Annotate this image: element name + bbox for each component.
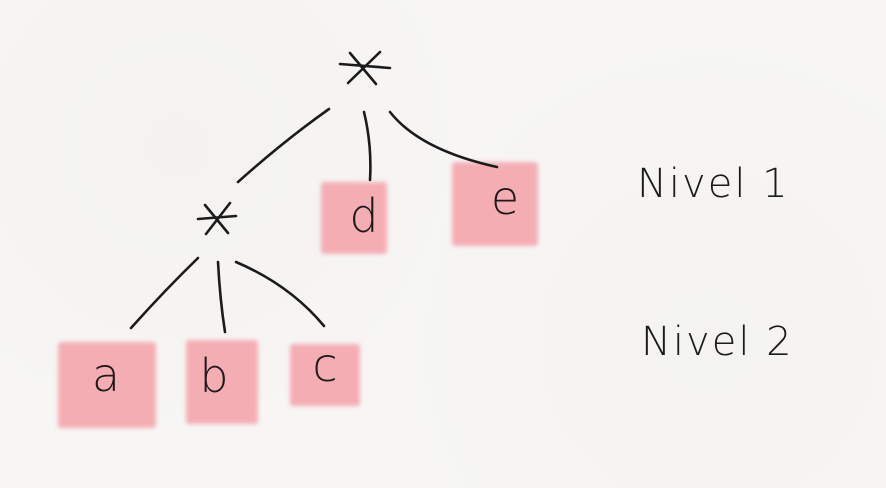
inner-label: * <box>217 224 218 226</box>
edge-inner-b <box>216 260 227 334</box>
edge-inner-a <box>129 256 200 330</box>
leaf-box-d <box>321 182 387 254</box>
leaf-b: b <box>199 349 228 403</box>
leaf-e: e <box>491 171 519 225</box>
leaf-box-b <box>186 340 258 424</box>
leaf-box-a <box>58 342 156 428</box>
inner-operator: * <box>196 201 238 236</box>
leaf-box-e <box>452 162 538 246</box>
leaf-box-c <box>290 344 360 406</box>
edge-inner-c <box>234 260 326 328</box>
leaf-c: c <box>312 338 337 392</box>
level-2-label: Nivel 2 <box>641 319 794 365</box>
edge-root-inner <box>236 107 331 184</box>
leaf-a: a <box>92 348 120 402</box>
edge-root-d <box>362 110 372 182</box>
leaf-d: d <box>349 189 378 243</box>
root-operator: * <box>338 50 392 86</box>
level-1-label: Nivel 1 <box>637 161 790 207</box>
edge-root-e <box>388 110 499 169</box>
root-label: * <box>364 79 365 81</box>
